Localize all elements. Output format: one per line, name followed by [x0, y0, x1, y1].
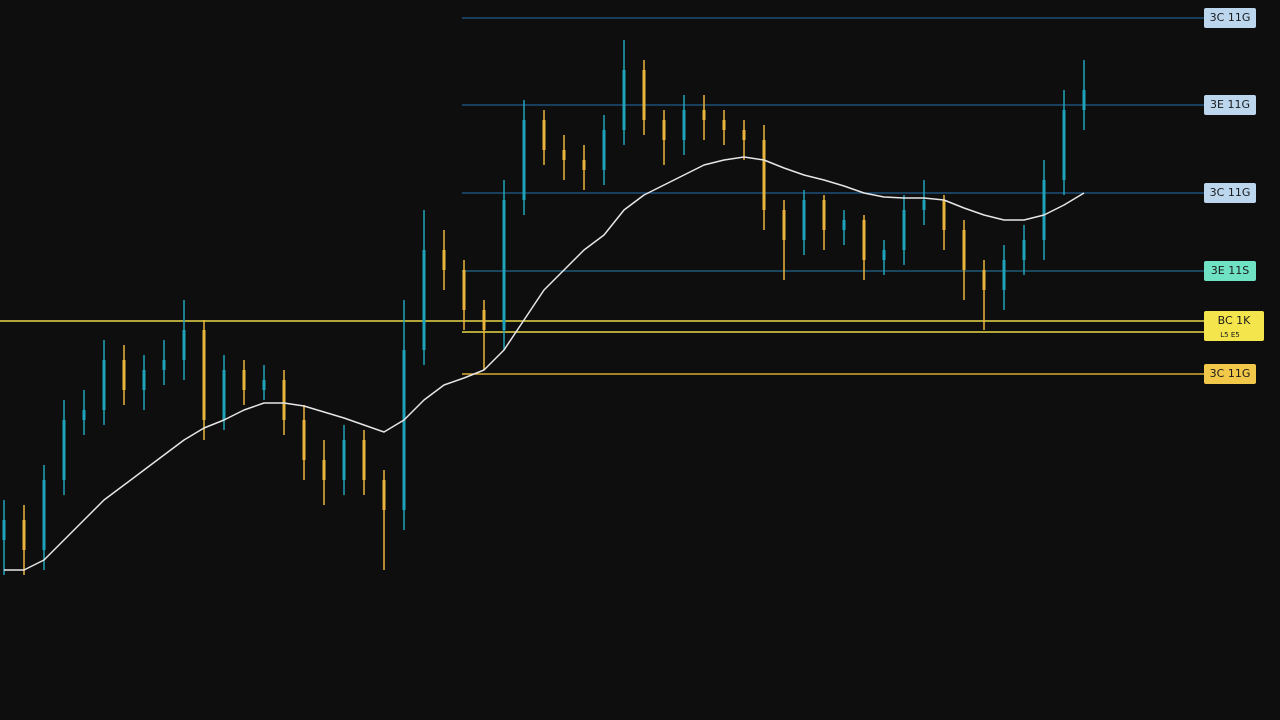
- candle-body: [282, 380, 286, 420]
- candle-body: [862, 220, 866, 260]
- candle-body: [602, 130, 606, 170]
- candle-body: [982, 270, 986, 290]
- candle-body: [642, 70, 646, 120]
- candle-body: [182, 330, 186, 360]
- candle-body: [482, 310, 486, 330]
- candle-body: [742, 130, 746, 140]
- candle-body: [342, 440, 346, 480]
- candle-body: [1022, 240, 1026, 260]
- candle-body: [962, 230, 966, 270]
- candle-body: [762, 140, 766, 210]
- candle-body: [1082, 90, 1086, 110]
- level-label-box: [1204, 311, 1264, 341]
- candle-body: [1002, 260, 1006, 290]
- candle-body: [402, 350, 406, 510]
- candle-body: [302, 420, 306, 460]
- candle-body: [382, 480, 386, 510]
- candle-body: [542, 120, 546, 150]
- candle-body: [142, 370, 146, 390]
- candle-body: [162, 360, 166, 370]
- level-sublabel: L5 E5: [1220, 331, 1239, 339]
- candle-body: [22, 520, 26, 550]
- candle-body: [1062, 110, 1066, 180]
- level-label-box: [1204, 183, 1256, 203]
- candle-body: [682, 110, 686, 140]
- level-label: 3C 11G: [1210, 11, 1251, 24]
- candle-body: [842, 220, 846, 230]
- level-label: BC 1K: [1218, 314, 1252, 327]
- candle-body: [502, 200, 506, 330]
- candle-body: [702, 110, 706, 120]
- candle-body: [62, 420, 66, 480]
- candle-body: [622, 70, 626, 130]
- candle-body: [662, 120, 666, 140]
- candle-body: [562, 150, 566, 160]
- candle-body: [882, 250, 886, 260]
- level-label: 3C 11G: [1210, 367, 1251, 380]
- level-label-box: [1204, 95, 1256, 115]
- candle-body: [462, 270, 466, 310]
- candle-body: [102, 360, 106, 410]
- level-label-box: [1204, 261, 1256, 281]
- candle-body: [422, 250, 426, 350]
- candle-body: [942, 200, 946, 230]
- candle-body: [322, 460, 326, 480]
- level-label: 3E 11G: [1210, 98, 1250, 111]
- level-label: 3E 11S: [1211, 264, 1249, 277]
- candle-body: [1042, 180, 1046, 240]
- candle-body: [222, 370, 226, 420]
- candle-body: [522, 120, 526, 200]
- candle-body: [722, 120, 726, 130]
- candle-body: [902, 210, 906, 250]
- candle-body: [922, 200, 926, 210]
- candle-body: [2, 520, 6, 540]
- candle-body: [242, 370, 246, 390]
- candle-body: [122, 360, 126, 390]
- moving-average: [4, 156, 1085, 571]
- candle-body: [442, 250, 446, 270]
- candle-body: [262, 380, 266, 390]
- level-label-box: [1204, 8, 1256, 28]
- candle-body: [822, 200, 826, 230]
- candle-body: [362, 440, 366, 480]
- level-label-box: [1204, 364, 1256, 384]
- level-label: 3C 11G: [1210, 186, 1251, 199]
- candle-body: [802, 200, 806, 240]
- candle-body: [42, 480, 46, 550]
- candle-body: [202, 330, 206, 420]
- candle-body: [782, 210, 786, 240]
- candle-body: [582, 160, 586, 170]
- candle-body: [82, 410, 86, 420]
